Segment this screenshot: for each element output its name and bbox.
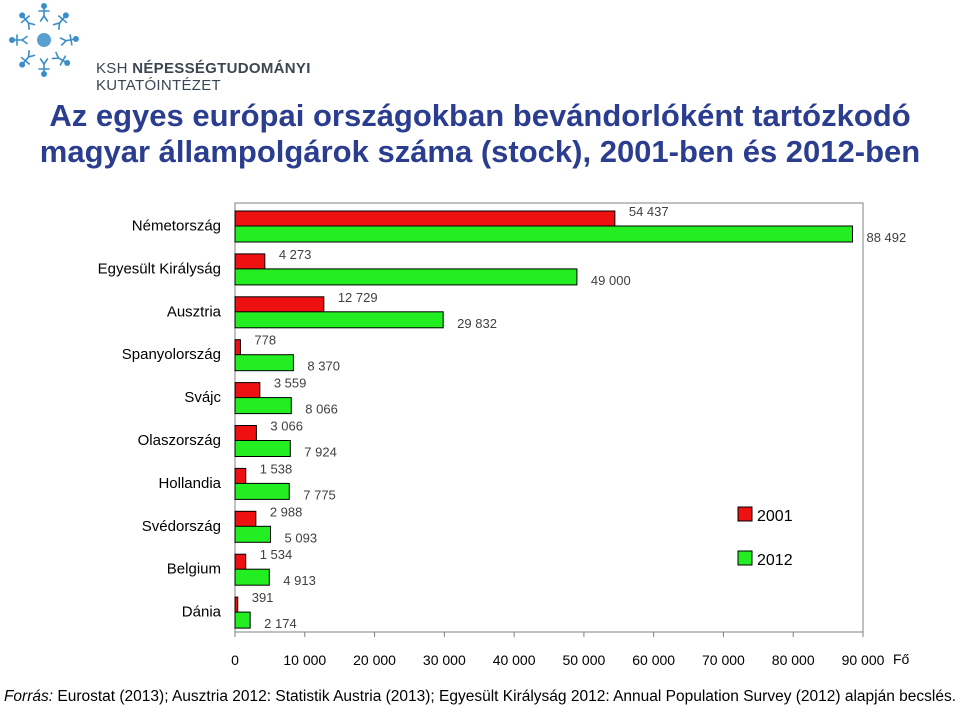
org-name-strong: NÉPESSÉGTUDOMÁNYI [132, 60, 311, 77]
bar-2001 [234, 425, 257, 442]
bar-2012 [234, 611, 251, 629]
x-tick-label: 40 000 [493, 652, 536, 668]
bar-2012 [234, 482, 290, 500]
series-2012: 88 492 49 000 29 832 8 370 8 066 7 924 7 775 5 … [234, 225, 906, 631]
bar-2001 [234, 382, 261, 400]
x-tick-label: 80 000 [772, 652, 815, 668]
plot-area [234, 202, 864, 633]
category-label: Belgium [167, 561, 221, 578]
data-label-2001: 54 437 [629, 204, 669, 219]
legend-label-2001: 2001 [757, 508, 793, 525]
emblem-person-3 [59, 34, 79, 46]
data-label-2012: 29 832 [457, 316, 497, 331]
source-note: Forrás: Eurostat (2013); Ausztria 2012: … [0, 688, 960, 706]
institute-emblem-icon [9, 3, 79, 77]
data-label-2012: 4 913 [283, 573, 316, 588]
x-axis-ticks: 0 10 000 20 000 30 000 40 000 50 000 60 000 70 … [231, 632, 885, 668]
category-label: Spanyolország [122, 346, 221, 363]
chart-title: Az egyes európai országokban bevándorlók… [0, 98, 960, 170]
bar-2001 [234, 296, 325, 314]
chart-title-line1: Az egyes európai országokban bevándorlók… [49, 98, 911, 133]
data-label-2001: 1 538 [260, 461, 293, 476]
category-label: Hollandia [158, 475, 221, 492]
x-tick-label: 70 000 [702, 652, 745, 668]
category-labels: Németország Egyesült Királyság Ausztria Spa… [98, 217, 222, 620]
data-label-2012: 88 492 [866, 230, 906, 245]
data-label-2001: 12 729 [338, 290, 378, 305]
legend-swatch-2012 [737, 550, 753, 566]
data-label-2012: 8 370 [307, 359, 340, 374]
legend-label-2012: 2012 [757, 552, 793, 569]
data-label-2012: 8 066 [305, 402, 338, 417]
category-label: Németország [132, 217, 221, 234]
org-name-line2: KUTATÓINTÉZET [96, 77, 222, 94]
source-text: Eurostat (2013); Ausztria 2012: Statisti… [53, 688, 957, 705]
bar-2012 [234, 568, 270, 586]
legend-swatch-2001 [737, 506, 753, 522]
emblem-person-2 [52, 12, 69, 30]
data-label-2012: 49 000 [591, 273, 631, 288]
org-name-prefix: KSH [96, 60, 133, 77]
data-label-2012: 2 174 [264, 616, 297, 631]
x-tick-label: 0 [231, 652, 239, 668]
emblem-person-8 [19, 12, 36, 30]
category-label: Olaszország [138, 432, 221, 449]
x-tick-label: 10 000 [283, 652, 326, 668]
bar-2001 [234, 553, 247, 571]
category-label: Svájc [184, 389, 221, 406]
bar-2012 [234, 440, 291, 457]
data-label-2012: 5 093 [285, 530, 318, 545]
chart-title-line2: magyar állampolgárok száma (stock), 2001… [39, 134, 921, 169]
emblem-person-1 [38, 3, 50, 22]
x-tick-label: 20 000 [353, 652, 396, 668]
data-label-2012: 7 924 [304, 445, 337, 460]
data-label-2001: 4 273 [279, 247, 312, 262]
category-label: Egyesült Királyság [98, 260, 221, 277]
x-tick-label: 50 000 [562, 652, 605, 668]
bar-2012 [234, 397, 292, 415]
data-label-2001: 3 066 [270, 419, 303, 434]
bar-2012 [234, 311, 444, 329]
data-label-2001: 778 [254, 333, 276, 348]
emblem-person-5 [38, 58, 50, 77]
data-label-2001: 391 [252, 590, 274, 605]
logo: KSH NÉPESSÉGTUDOMÁNYI KUTATÓINTÉZET [0, 0, 310, 94]
legend: 2001 2012 [737, 506, 793, 569]
x-tick-label: 60 000 [632, 652, 675, 668]
series-2001: 54 437 4 273 12 729 778 3 559 3 066 1 538 2 988… [234, 204, 669, 614]
bar-2001 [234, 210, 616, 228]
emblem-person-6 [19, 50, 36, 68]
x-tick-label: 30 000 [423, 652, 466, 668]
bar-2001 [234, 253, 266, 271]
bar-2001 [234, 467, 247, 485]
data-label-2001: 2 988 [270, 504, 303, 519]
data-label-2001: 1 534 [260, 547, 293, 562]
x-axis-label: Fő [893, 651, 910, 667]
org-name-line1: KSH NÉPESSÉGTUDOMÁNYI [96, 60, 311, 77]
bar-2001 [234, 339, 241, 357]
category-label: Ausztria [167, 303, 222, 320]
emblem-person-4 [51, 51, 71, 66]
category-label: Svédország [142, 518, 221, 535]
bar-2012 [234, 354, 294, 372]
bar-2001 [234, 510, 257, 528]
bar-2012 [234, 525, 272, 543]
source-label: Forrás: [3, 688, 54, 705]
emblem-person-7 [9, 34, 28, 46]
bar-2001 [234, 596, 239, 614]
emblem-figures [9, 3, 79, 77]
emblem-center [37, 33, 51, 47]
data-label-2012: 7 775 [303, 487, 336, 502]
x-tick-label: 90 000 [842, 652, 885, 668]
bar-2012 [234, 225, 853, 243]
data-label-2001: 3 559 [274, 376, 307, 391]
bar-2012 [234, 268, 578, 286]
category-label: Dánia [182, 604, 222, 621]
